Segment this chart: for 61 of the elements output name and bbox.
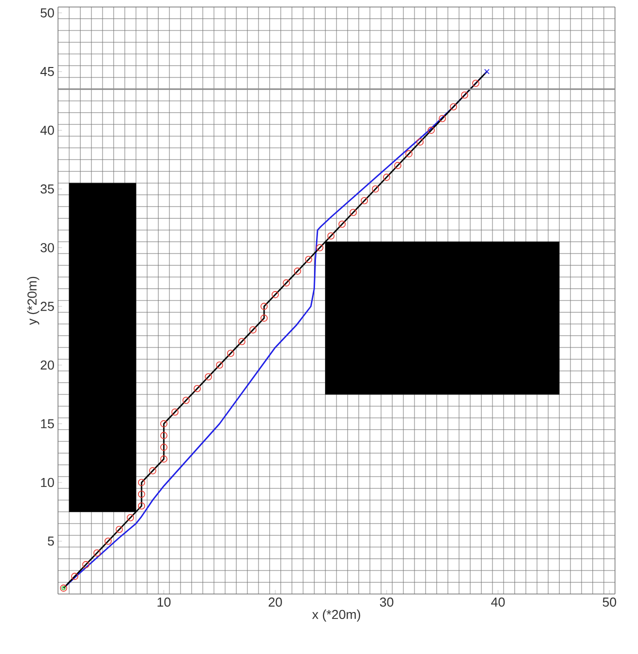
y-tick-label: 50 bbox=[40, 8, 54, 18]
y-tick-label: 35 bbox=[40, 184, 54, 194]
x-tick-label: 10 bbox=[158, 598, 171, 607]
point bbox=[126, 514, 134, 522]
point bbox=[138, 478, 146, 486]
point bbox=[272, 291, 279, 298]
y-tick-label: 25 bbox=[40, 302, 54, 311]
y-tick-label: 30 bbox=[40, 243, 54, 252]
point bbox=[216, 361, 224, 369]
x-tick-label: 40 bbox=[491, 598, 505, 607]
x-tick-label: 20 bbox=[268, 598, 282, 607]
point bbox=[149, 467, 156, 474]
y-tick-label: 5 bbox=[48, 536, 54, 546]
point bbox=[450, 103, 458, 110]
point bbox=[260, 314, 268, 322]
point bbox=[316, 244, 324, 252]
y-tick-label: 45 bbox=[40, 67, 54, 76]
point bbox=[327, 232, 335, 240]
point bbox=[372, 185, 380, 193]
point bbox=[194, 384, 201, 392]
point bbox=[160, 444, 168, 451]
point bbox=[138, 490, 146, 498]
point bbox=[394, 162, 402, 170]
point bbox=[249, 326, 257, 334]
y-tick-label: 20 bbox=[40, 360, 54, 370]
point bbox=[350, 208, 357, 216]
x-tick-label: 30 bbox=[380, 598, 394, 607]
point bbox=[71, 572, 78, 580]
y-tick-label: 10 bbox=[41, 478, 54, 488]
point bbox=[338, 220, 346, 228]
point bbox=[104, 538, 112, 545]
point bbox=[160, 432, 168, 440]
point bbox=[204, 373, 212, 380]
y-tick-label: 15 bbox=[41, 419, 54, 428]
point bbox=[160, 455, 168, 463]
point bbox=[260, 302, 268, 310]
point bbox=[160, 420, 168, 428]
point bbox=[461, 91, 468, 99]
point bbox=[294, 268, 302, 275]
point bbox=[282, 279, 290, 286]
point bbox=[82, 561, 90, 568]
point bbox=[416, 138, 424, 146]
x-tick-label: 50 bbox=[602, 598, 616, 607]
x-axis-title: x (*20m) bbox=[312, 610, 360, 622]
point bbox=[383, 174, 390, 181]
point bbox=[438, 114, 446, 122]
point bbox=[360, 197, 368, 204]
point bbox=[484, 68, 490, 74]
point bbox=[227, 350, 234, 357]
point bbox=[238, 338, 246, 346]
point bbox=[116, 526, 123, 534]
y-axis-title: y (*20m) bbox=[27, 276, 40, 325]
point bbox=[405, 150, 412, 158]
point bbox=[93, 549, 101, 556]
point bbox=[171, 408, 179, 416]
point bbox=[305, 256, 312, 263]
y-tick-label: 40 bbox=[40, 126, 54, 135]
point bbox=[182, 396, 190, 404]
point bbox=[472, 80, 480, 87]
point bbox=[428, 126, 435, 134]
point bbox=[138, 502, 146, 510]
